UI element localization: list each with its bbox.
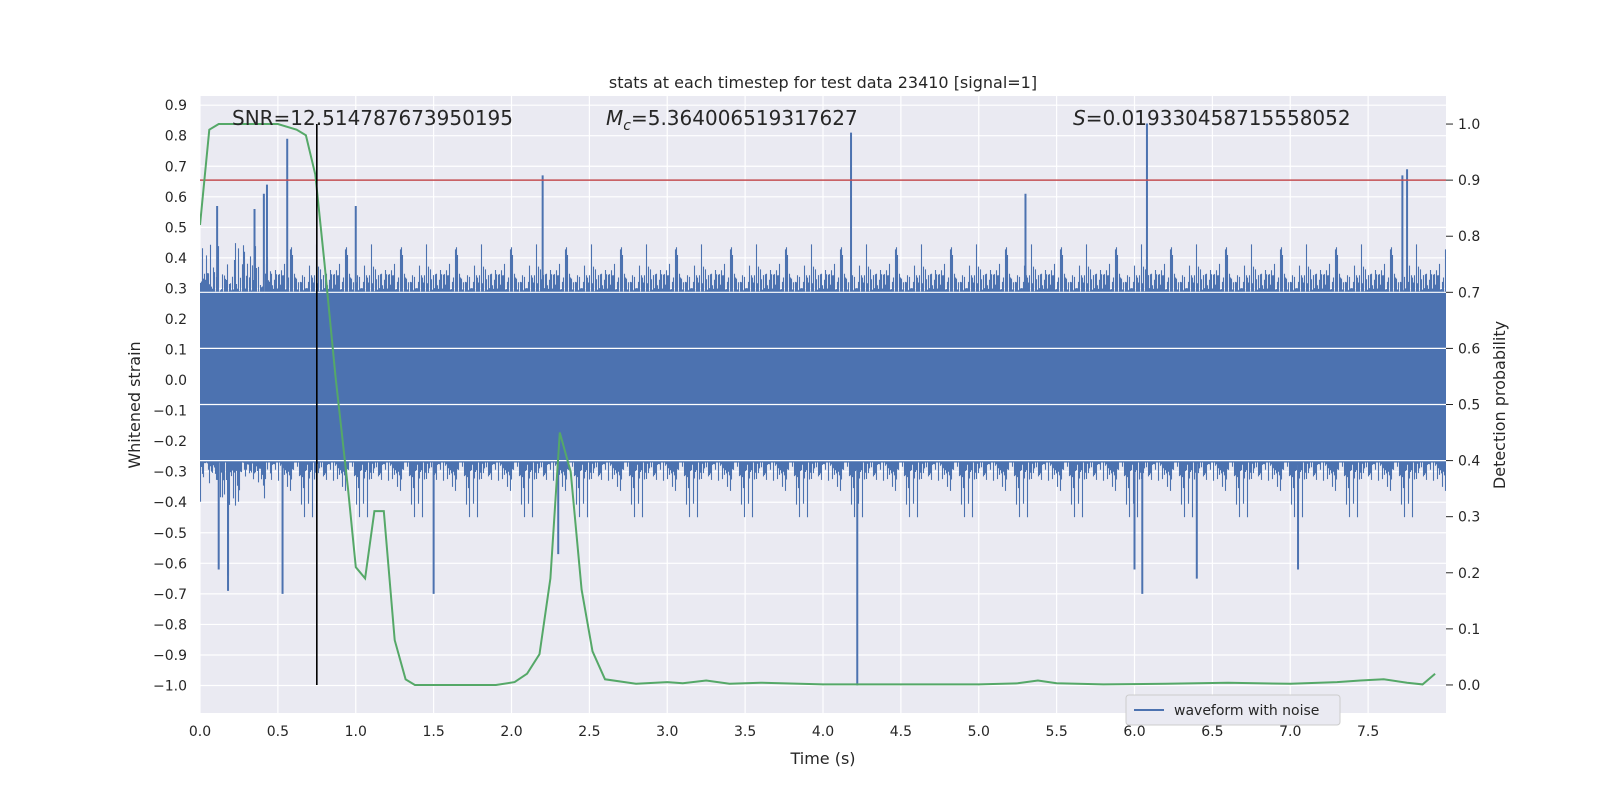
- y-tick-label: 0.8: [165, 129, 187, 145]
- probability-line: [200, 123, 1436, 686]
- y-tick-label: 0.1: [165, 343, 187, 359]
- chirp-mass-value: =5.364006519317627: [631, 106, 858, 130]
- s-annotation: S=0.019330458715558052: [1073, 106, 1351, 130]
- x-tick-label: 4.0: [812, 724, 834, 740]
- plot-area: [200, 123, 1446, 686]
- y-tick-label: −0.3: [153, 465, 187, 481]
- s-value: =0.019330458715558052: [1086, 106, 1351, 130]
- legend-box: [1125, 694, 1341, 726]
- x-tick-label: 2.5: [578, 724, 600, 740]
- y-tick-label: −0.5: [153, 526, 187, 542]
- y-tick-label: −0.6: [153, 556, 187, 572]
- y-tick-label: 0.3: [165, 281, 187, 297]
- noise-series: [200, 123, 1446, 686]
- band-gridlines: [200, 291, 1446, 462]
- x-tick-label: 2.0: [500, 724, 522, 740]
- y-tick-label: −0.8: [153, 617, 187, 633]
- x-tick-label: 5.5: [1045, 724, 1067, 740]
- y-tick-label: 0.4: [165, 251, 187, 267]
- legend-label: waveform with noise: [1174, 703, 1319, 719]
- y-axis-right: 0.0 0.1 0.2 0.3 0.4 0.5 0.6 0.7 0.8 0.9 1.0: [1446, 117, 1480, 694]
- y2-tick-label: 1.0: [1458, 117, 1480, 133]
- x-tick-label: 7.5: [1357, 724, 1379, 740]
- y-tick-label: −1.0: [153, 679, 187, 695]
- y-tick-label: 0.2: [165, 312, 187, 328]
- x-tick-label: 1.5: [422, 724, 444, 740]
- x-axis: 0.0 0.5 1.0 1.5 2.0 2.5 3.0 3.5 4.0 4.5 5.0 5.5 6.0 6…: [189, 724, 1379, 740]
- x-tick-label: 3.0: [656, 724, 678, 740]
- overlays: [200, 123, 1446, 686]
- y2-tick-label: 0.8: [1458, 229, 1480, 245]
- y-tick-label: −0.1: [153, 404, 187, 420]
- y-tick-label: 0.7: [165, 159, 187, 175]
- x-tick-label: 6.0: [1123, 724, 1145, 740]
- y2-tick-label: 0.4: [1458, 454, 1480, 470]
- y-tick-label: 0.0: [165, 373, 187, 389]
- noise-core-band: [200, 291, 1446, 463]
- y2-tick-label: 0.5: [1458, 398, 1480, 414]
- y-tick-label: 0.5: [165, 220, 187, 236]
- snr-annotation: SNR=12.514787673950195: [232, 106, 513, 130]
- chart-title: stats at each timestep for test data 234…: [609, 73, 1037, 92]
- y2-tick-label: 0.0: [1458, 678, 1480, 694]
- chirp-mass-subscript: c: [623, 118, 631, 134]
- y2-tick-label: 0.6: [1458, 341, 1480, 357]
- y-tick-label: −0.2: [153, 434, 187, 450]
- y2-axis-label: Detection probability: [1490, 321, 1509, 489]
- y2-tick-label: 0.2: [1458, 566, 1480, 582]
- y-tick-label: 0.9: [165, 98, 187, 114]
- y-tick-label: −0.4: [153, 495, 187, 511]
- x-tick-label: 7.0: [1279, 724, 1301, 740]
- y-axis-label: Whitened strain: [125, 341, 144, 468]
- y-tick-label: −0.7: [153, 587, 187, 603]
- x-tick-label: 0.5: [267, 724, 289, 740]
- chirp-mass-annotation: Mc=5.364006519317627: [606, 106, 858, 134]
- chirp-mass-symbol: M: [606, 106, 623, 130]
- y2-tick-label: 0.3: [1458, 510, 1480, 526]
- x-tick-label: 1.0: [345, 724, 367, 740]
- y2-tick-label: 0.9: [1458, 173, 1480, 189]
- x-tick-label: 5.0: [968, 724, 990, 740]
- x-tick-label: 6.5: [1201, 724, 1223, 740]
- x-tick-label: 4.5: [890, 724, 912, 740]
- y2-tick-label: 0.7: [1458, 285, 1480, 301]
- y-tick-label: −0.9: [153, 648, 187, 664]
- legend: waveform with noise: [1125, 694, 1341, 726]
- y2-tick-label: 0.1: [1458, 622, 1480, 638]
- s-symbol: S: [1073, 106, 1086, 130]
- x-tick-label: 3.5: [734, 724, 756, 740]
- x-axis-label: Time (s): [789, 749, 855, 768]
- y-tick-label: 0.6: [165, 190, 187, 206]
- x-tick-label: 0.0: [189, 724, 211, 740]
- y-axis-left: −1.0 −0.9 −0.8 −0.7 −0.6 −0.5 −0.4 −0.3 −0.2 −0.1…: [153, 98, 187, 694]
